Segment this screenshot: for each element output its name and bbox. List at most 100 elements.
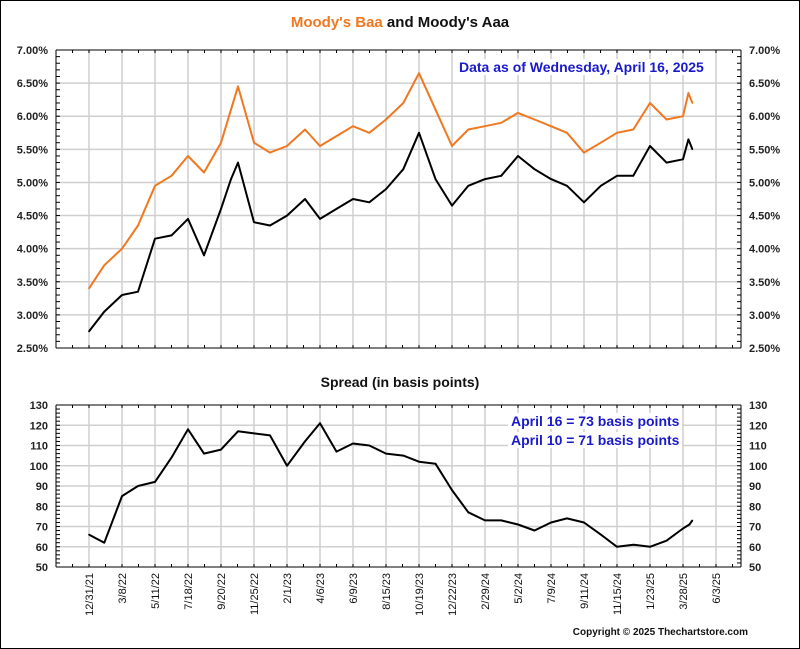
rates-point bbox=[583, 151, 585, 154]
rates-ytick-label-left: 6.00% bbox=[17, 111, 48, 123]
rates-point bbox=[269, 151, 271, 154]
x-tick-label: 5/11/22 bbox=[150, 573, 162, 609]
rates-point bbox=[566, 131, 568, 134]
x-tick-label: 11/15/24 bbox=[612, 573, 624, 615]
rates-point bbox=[103, 310, 106, 313]
rates-point bbox=[385, 188, 387, 190]
spread-point bbox=[500, 519, 503, 522]
spread-point bbox=[137, 485, 139, 487]
rates-point bbox=[187, 218, 189, 220]
spread-point bbox=[583, 521, 585, 524]
spread-point bbox=[550, 521, 552, 524]
spread-ytick-label-left: 80 bbox=[36, 501, 48, 513]
spread-point bbox=[632, 543, 635, 546]
spread-point bbox=[682, 527, 684, 530]
rates-point bbox=[154, 184, 156, 187]
x-tick-label: 3/8/22 bbox=[117, 573, 129, 604]
spread-annotation-1: April 16 = 73 basis points bbox=[508, 413, 683, 429]
rates-point bbox=[550, 125, 552, 127]
rates-point bbox=[137, 290, 139, 293]
rates-point bbox=[566, 184, 568, 187]
rates-point bbox=[103, 264, 106, 267]
rates-point bbox=[304, 198, 306, 200]
rates-ytick-label-right: 5.00% bbox=[749, 177, 780, 189]
rates-point bbox=[517, 155, 519, 157]
rates-point bbox=[550, 178, 552, 180]
rates-ytick-label-left: 2.50% bbox=[17, 343, 48, 355]
spread-ytick-label-right: 50 bbox=[749, 562, 761, 574]
rates-point bbox=[484, 178, 486, 180]
spread-point bbox=[253, 432, 255, 435]
rates-point bbox=[402, 102, 405, 104]
rates-point bbox=[418, 72, 420, 74]
x-tick-label: 6/9/23 bbox=[348, 573, 360, 604]
x-tick-label: 3/28/25 bbox=[678, 573, 690, 610]
spread-ytick-label-left: 110 bbox=[30, 441, 48, 453]
spread-point bbox=[665, 539, 668, 542]
spread-ytick-label-right: 100 bbox=[749, 461, 767, 473]
rates-ytick-label-left: 6.50% bbox=[17, 78, 48, 90]
rates-ytick-label-left: 4.50% bbox=[17, 211, 48, 223]
rates-point bbox=[691, 148, 694, 151]
spread-point bbox=[533, 529, 536, 532]
rates-point bbox=[203, 171, 205, 174]
x-tick-label: 6/3/25 bbox=[711, 573, 723, 604]
title-aaa: and Moody's Aaa bbox=[382, 14, 510, 31]
x-tick-label: 11/25/22 bbox=[249, 573, 261, 615]
spread-point bbox=[88, 533, 90, 536]
rates-point bbox=[286, 145, 288, 147]
rates-point bbox=[88, 287, 90, 290]
rates-ytick-label-left: 5.50% bbox=[17, 144, 48, 156]
rates-point bbox=[533, 168, 536, 170]
rates-point bbox=[467, 184, 470, 187]
rates-point bbox=[137, 224, 139, 227]
rates-point bbox=[484, 125, 486, 127]
x-tick-label: 9/11/24 bbox=[579, 573, 591, 609]
rates-point bbox=[616, 131, 618, 134]
rates-ytick-label-right: 3.00% bbox=[749, 310, 780, 322]
rates-series-moody-s-aaa bbox=[88, 131, 694, 333]
x-tick-label: 12/31/21 bbox=[84, 573, 96, 616]
rates-point bbox=[253, 221, 255, 223]
spread-point bbox=[368, 444, 371, 447]
rates-ytick-label-right: 4.50% bbox=[749, 211, 780, 223]
rates-point bbox=[665, 161, 668, 164]
rates-point bbox=[500, 122, 503, 124]
spread-point bbox=[467, 511, 470, 514]
spread-point bbox=[335, 450, 338, 453]
title-baa: Moody's Baa bbox=[290, 14, 383, 31]
rates-point bbox=[434, 178, 437, 180]
rates-point bbox=[335, 208, 338, 210]
rates-point bbox=[467, 128, 470, 131]
spread-ytick-label-right: 90 bbox=[749, 481, 761, 493]
spread-ytick-label-right: 130 bbox=[749, 400, 767, 412]
rates-ytick-label-left: 4.00% bbox=[17, 244, 48, 256]
data-date-annotation: Data as of Wednesday, April 16, 2025 bbox=[456, 59, 707, 75]
spread-chart-title: Spread (in basis points) bbox=[320, 374, 480, 390]
rates-point bbox=[517, 112, 519, 114]
spread-point bbox=[220, 448, 222, 451]
rates-point bbox=[88, 330, 90, 333]
x-tick-label: 7/9/24 bbox=[546, 573, 558, 604]
spread-point bbox=[286, 464, 288, 467]
rates-point bbox=[599, 141, 602, 144]
spread-point bbox=[418, 460, 420, 463]
x-tick-label: 4/6/23 bbox=[315, 573, 327, 604]
rates-point bbox=[335, 135, 338, 137]
rates-ytick-label-left: 7.00% bbox=[17, 45, 48, 57]
spread-point bbox=[103, 541, 106, 544]
spread-point bbox=[269, 434, 271, 437]
spread-point bbox=[319, 422, 321, 425]
spread-point bbox=[187, 428, 189, 431]
spread-ytick-label-left: 50 bbox=[36, 562, 48, 574]
spread-point bbox=[434, 462, 437, 465]
rates-point bbox=[687, 92, 690, 94]
spread-point bbox=[203, 452, 205, 455]
rates-point bbox=[402, 168, 405, 170]
spread-ytick-label-left: 100 bbox=[30, 461, 48, 473]
spread-point bbox=[649, 545, 651, 548]
x-tick-label: 10/19/23 bbox=[414, 573, 426, 616]
rates-point bbox=[687, 138, 690, 141]
spread-point bbox=[402, 454, 405, 457]
